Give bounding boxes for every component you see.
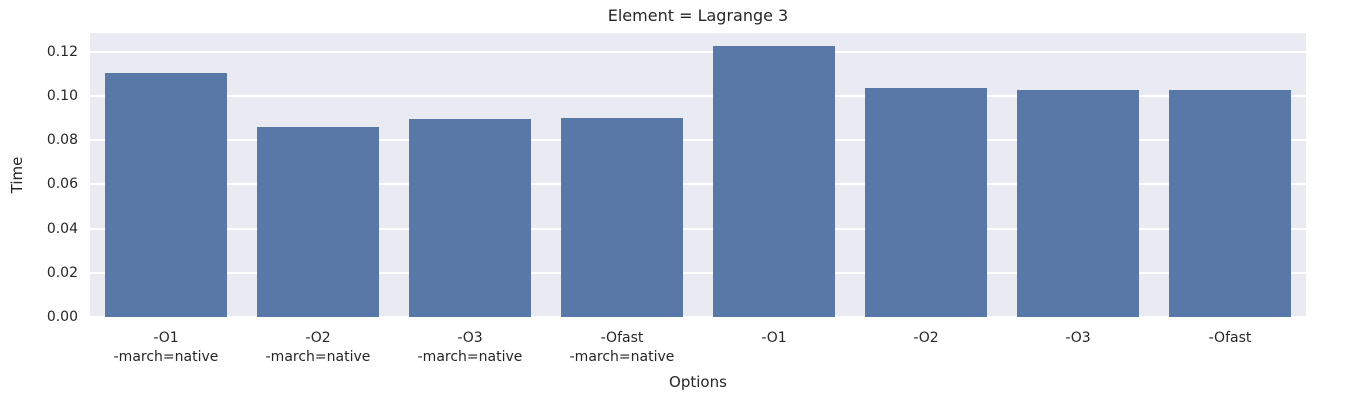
plot-area	[90, 33, 1306, 317]
y-tick-label: 0.08	[46, 132, 78, 149]
y-tick-label: 0.06	[46, 176, 78, 193]
gridline	[90, 227, 1306, 230]
bar	[105, 73, 227, 317]
gridline	[90, 50, 1306, 53]
bar	[865, 87, 987, 317]
bar	[713, 46, 835, 317]
chart-title: Element = Lagrange 3	[607, 6, 789, 25]
x-tick-label: -O2 -march=native	[265, 330, 371, 365]
gridline	[90, 139, 1306, 142]
x-tick-label: -Ofast	[1208, 330, 1252, 346]
x-tick-label: -O3	[1065, 330, 1091, 346]
gridline	[90, 316, 1306, 317]
y-tick-label: 0.10	[46, 87, 78, 104]
y-axis-tick-labels: 0.00 0.02 0.04 0.06 0.08 0.10 0.12	[0, 33, 78, 325]
bar	[409, 118, 531, 317]
x-tick-label: -Ofast -march=native	[569, 330, 675, 365]
bar	[561, 117, 683, 317]
gridline	[90, 183, 1306, 186]
bar	[1017, 89, 1139, 317]
x-axis-tick-labels: -O1 -march=native -O2 -march=native -O3 -m…	[90, 329, 1306, 371]
y-tick-label: 0.04	[46, 220, 78, 237]
gridline	[90, 94, 1306, 97]
x-tick-label: -O2	[913, 330, 939, 346]
y-tick-label: 0.02	[46, 264, 78, 281]
gridline	[90, 271, 1306, 274]
x-tick-label: -O1 -march=native	[113, 330, 219, 365]
x-tick-label: -O1	[761, 330, 787, 346]
x-tick-label: -O3 -march=native	[417, 330, 523, 365]
bar	[1169, 89, 1291, 317]
y-tick-label: 0.00	[46, 309, 78, 325]
y-tick-label: 0.12	[46, 43, 78, 60]
bar	[257, 127, 379, 317]
x-axis-label: Options	[669, 373, 727, 391]
